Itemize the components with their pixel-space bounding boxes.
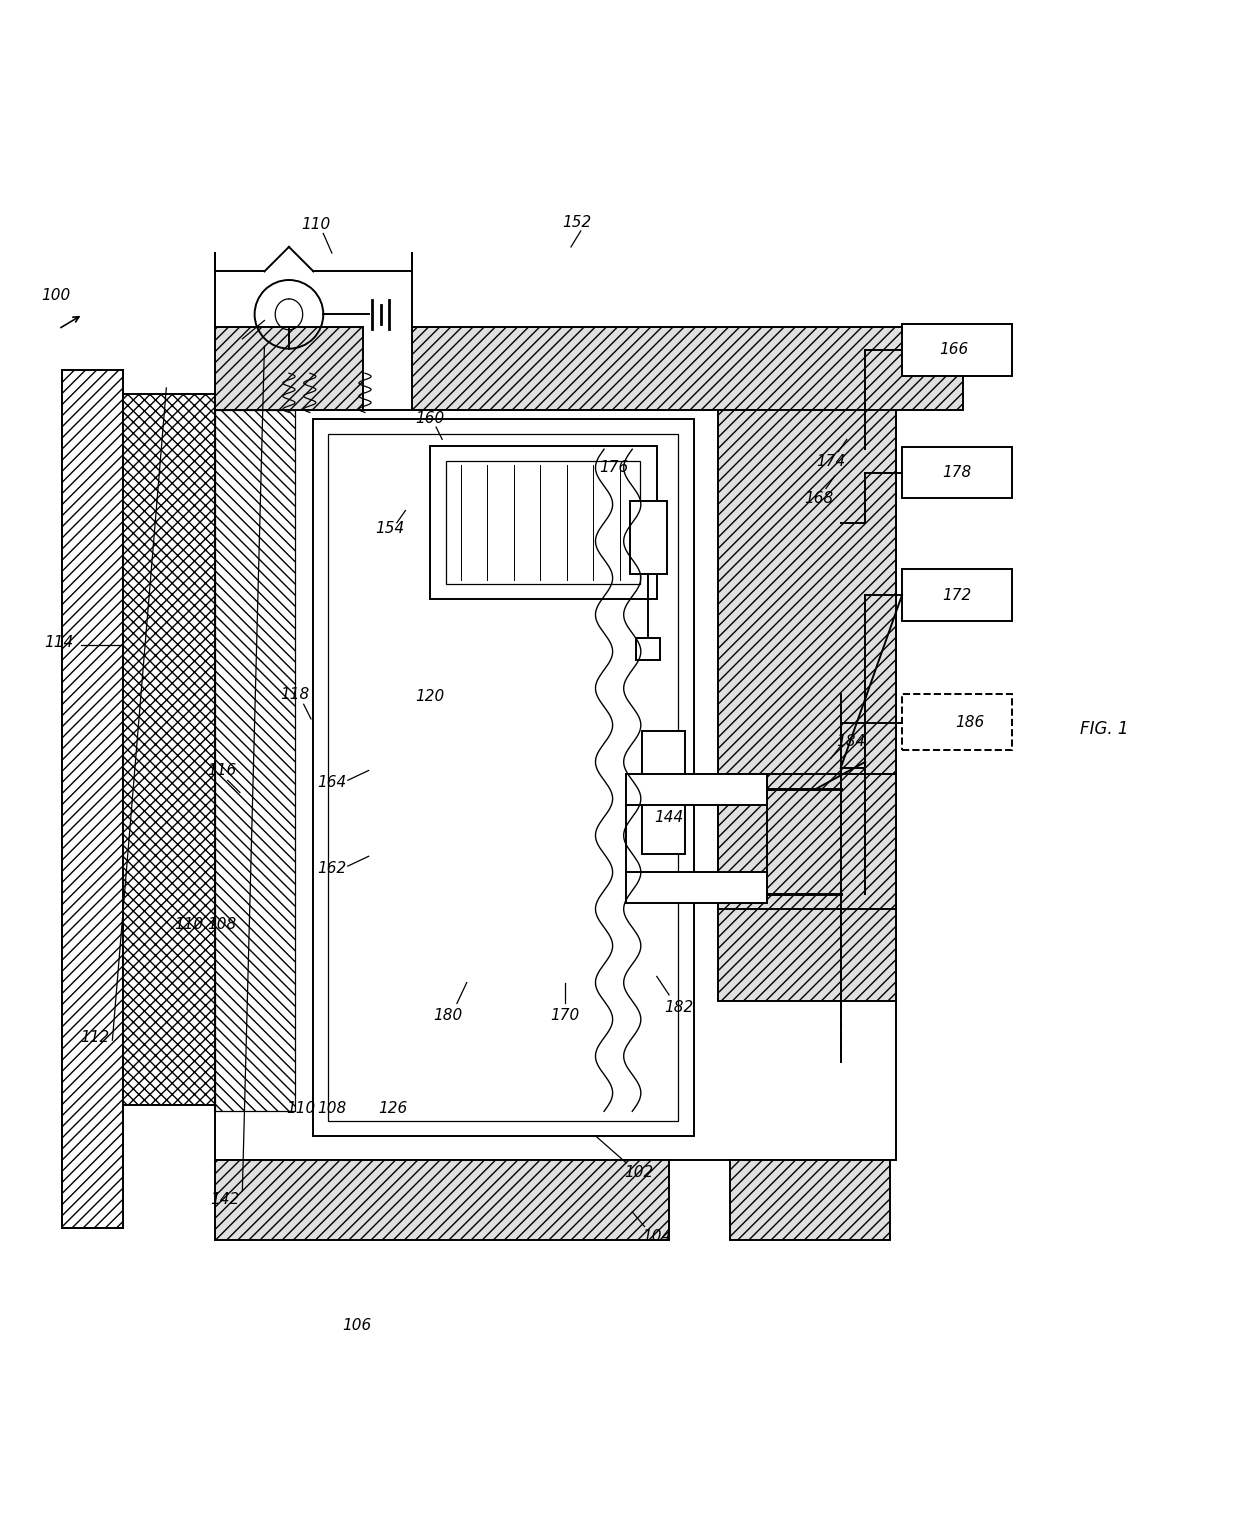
Text: 108: 108 bbox=[207, 917, 236, 932]
Bar bbox=[626, 774, 768, 805]
Text: 144: 144 bbox=[655, 809, 683, 825]
Bar bbox=[901, 694, 1012, 750]
Bar bbox=[630, 501, 667, 574]
Text: 152: 152 bbox=[563, 215, 591, 230]
Text: 100: 100 bbox=[41, 289, 71, 304]
Text: 110: 110 bbox=[286, 1101, 316, 1117]
Text: 142: 142 bbox=[211, 1192, 239, 1207]
Text: 110: 110 bbox=[301, 217, 331, 232]
Bar bbox=[412, 327, 963, 410]
Text: 160: 160 bbox=[415, 412, 445, 425]
Bar bbox=[62, 370, 124, 1227]
Text: 174: 174 bbox=[816, 455, 846, 468]
Bar bbox=[446, 461, 640, 584]
Text: 116: 116 bbox=[207, 763, 236, 777]
Text: 118: 118 bbox=[280, 687, 310, 702]
Text: 154: 154 bbox=[374, 521, 404, 536]
Bar bbox=[62, 370, 124, 1227]
Text: 126: 126 bbox=[378, 1101, 408, 1117]
Text: 172: 172 bbox=[942, 588, 972, 602]
Text: 106: 106 bbox=[342, 1318, 371, 1333]
Text: 186: 186 bbox=[955, 716, 985, 730]
Bar bbox=[626, 872, 768, 903]
Bar bbox=[718, 410, 895, 1001]
Text: 110: 110 bbox=[174, 917, 203, 932]
Text: 120: 120 bbox=[415, 690, 445, 705]
Bar bbox=[216, 1160, 670, 1240]
Text: 102: 102 bbox=[624, 1166, 653, 1180]
Text: 104: 104 bbox=[642, 1229, 671, 1244]
Text: 168: 168 bbox=[804, 492, 833, 505]
Bar bbox=[636, 637, 661, 660]
Bar bbox=[216, 410, 295, 1112]
Text: FIG. 1: FIG. 1 bbox=[1080, 720, 1128, 737]
Bar bbox=[124, 395, 216, 1106]
Text: 182: 182 bbox=[665, 1000, 693, 1015]
Bar bbox=[216, 410, 895, 1160]
Bar bbox=[329, 435, 677, 1121]
Text: 114: 114 bbox=[43, 636, 73, 650]
Bar bbox=[314, 418, 693, 1135]
Bar bbox=[216, 327, 362, 410]
Text: 164: 164 bbox=[317, 776, 346, 790]
Text: 180: 180 bbox=[434, 1008, 463, 1023]
Text: 184: 184 bbox=[836, 734, 866, 748]
Text: 170: 170 bbox=[551, 1008, 579, 1023]
Text: 108: 108 bbox=[317, 1101, 346, 1117]
Text: 166: 166 bbox=[939, 343, 968, 358]
Bar bbox=[430, 445, 657, 599]
Text: 178: 178 bbox=[942, 465, 972, 481]
Bar bbox=[901, 324, 1012, 376]
Text: 176: 176 bbox=[599, 461, 629, 475]
Bar bbox=[718, 774, 895, 909]
Text: 162: 162 bbox=[317, 862, 346, 876]
Bar bbox=[730, 1160, 890, 1240]
Bar bbox=[642, 731, 684, 854]
Text: 112: 112 bbox=[81, 1031, 110, 1044]
Bar bbox=[901, 570, 1012, 621]
Bar bbox=[901, 447, 1012, 498]
